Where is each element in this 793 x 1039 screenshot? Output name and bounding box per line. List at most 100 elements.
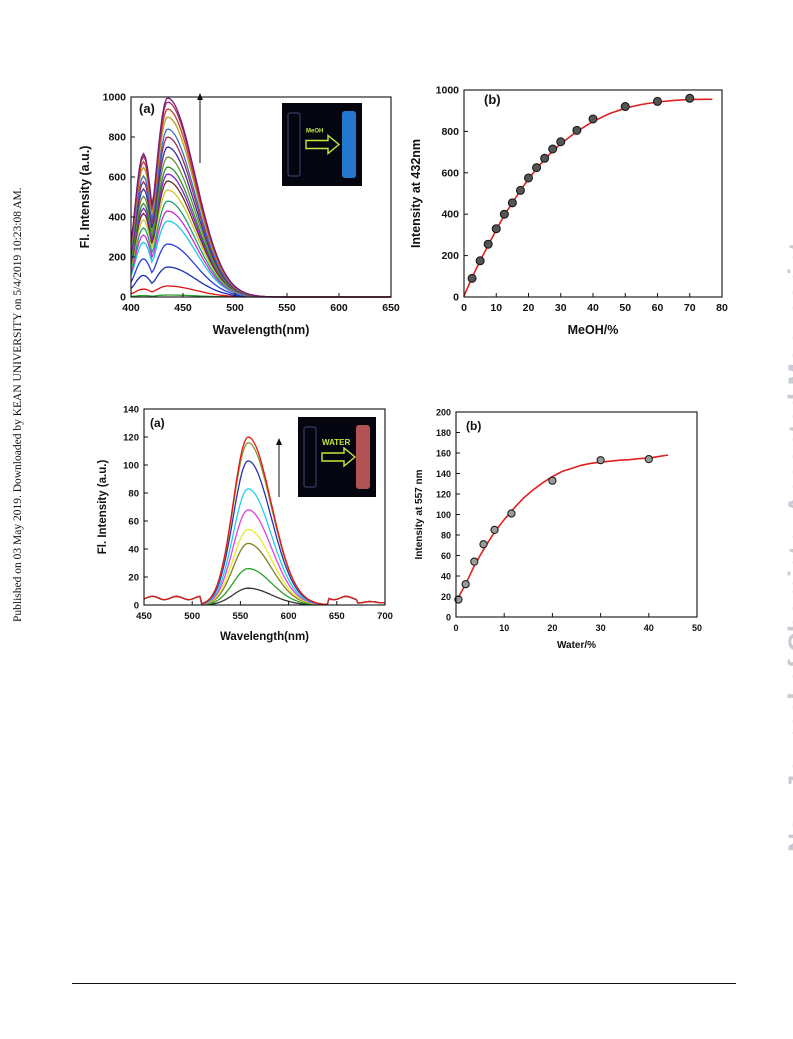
x-tick-label: 450: [174, 302, 192, 314]
data-point: [653, 96, 662, 106]
y-tick-label: 1000: [436, 85, 460, 97]
x-tick-label: 10: [490, 302, 502, 314]
data-point: [532, 163, 542, 173]
data-point: [507, 198, 517, 208]
data-point: [596, 456, 605, 465]
cuvette-glowing: [356, 425, 370, 489]
footer-divider: [72, 983, 736, 984]
cuvette-dark: [287, 112, 301, 177]
y-tick-label: 100: [436, 510, 451, 520]
spectrum-series: [130, 210, 391, 298]
y-axis-label: Intensity at 557 nm: [414, 469, 425, 559]
x-tick-label: 30: [555, 302, 567, 314]
x-tick-label: 80: [716, 302, 728, 314]
data-point: [499, 209, 509, 219]
x-tick-label: 650: [329, 611, 345, 622]
y-tick-label: 60: [128, 517, 139, 528]
spectrum-series: [143, 436, 386, 606]
data-point: [454, 595, 463, 604]
chart-panel-3: WATER 450 500 550 600 650 700 0 20 40 60 80 100 120 14…: [97, 405, 393, 644]
data-point: [548, 144, 558, 154]
inset-arrow: [321, 446, 357, 468]
inset-label: WATER: [322, 438, 351, 447]
data-point: [475, 256, 485, 266]
data-point: [491, 224, 501, 234]
data-point: [515, 185, 525, 195]
y-tick-label: 200: [108, 252, 126, 264]
fit-curve: [463, 98, 713, 297]
data-point: [461, 580, 470, 589]
data-point: [556, 137, 566, 147]
y-tick-label: 100: [123, 461, 139, 472]
spectrum-series: [130, 173, 391, 298]
x-axis-label: Wavelength(nm): [213, 323, 310, 337]
y-tick-label: 600: [441, 167, 459, 179]
x-tick-label: 40: [644, 623, 654, 633]
y-tick-label: 160: [436, 449, 451, 459]
data-point: [620, 102, 630, 112]
y-tick-label: 80: [128, 489, 139, 500]
data-point: [685, 93, 695, 103]
increase-arrowhead: [276, 438, 282, 445]
cuvette-dark: [303, 426, 317, 488]
spectrum-series: [130, 189, 391, 298]
x-tick-label: 10: [499, 623, 509, 633]
y-tick-label: 1000: [103, 92, 127, 104]
y-tick-label: 800: [441, 126, 459, 138]
y-tick-label: 800: [108, 132, 126, 144]
plot-frame: [130, 96, 392, 298]
data-point: [467, 273, 477, 283]
data-point: [572, 125, 582, 135]
cuvette-glowing: [342, 111, 356, 178]
x-tick-label: 50: [619, 302, 631, 314]
chart-panel-4: 0 10 20 30 40 50 0 20 40 60 80 100 120 140 160 180 200 Wa…: [414, 408, 702, 652]
x-tick-label: 700: [377, 611, 393, 622]
data-point: [548, 476, 557, 485]
data-point: [588, 114, 598, 124]
x-tick-label: 50: [692, 623, 702, 633]
y-axis-label: Fl. Intensity (a.u.): [97, 460, 109, 555]
spectrum-series: [130, 243, 391, 298]
x-tick-label: 20: [547, 623, 557, 633]
panel-label: (a): [150, 416, 165, 430]
chart-panel-2: 0 10 20 30 40 50 60 70 8002004006008001000MeOH/%…: [409, 85, 728, 338]
data-point: [540, 153, 550, 163]
x-tick-label: 600: [330, 302, 348, 314]
y-tick-label: 140: [436, 469, 451, 479]
spectrum-series: [143, 567, 386, 606]
x-axis-label: MeOH/%: [568, 323, 619, 337]
plot-frame: [455, 411, 698, 618]
y-tick-label: 120: [123, 433, 139, 444]
y-tick-label: 0: [446, 613, 451, 623]
data-point: [507, 509, 516, 518]
y-tick-label: 40: [128, 545, 139, 556]
x-tick-label: 400: [122, 302, 140, 314]
spectrum-series: [130, 180, 391, 298]
x-tick-label: 20: [523, 302, 535, 314]
y-axis-label: Fl. Intensity (a.u.): [78, 146, 92, 249]
x-tick-label: 650: [382, 302, 400, 314]
spectrum-series: [130, 200, 391, 298]
fit-curve: [455, 454, 669, 602]
y-tick-label: 400: [108, 212, 126, 224]
y-tick-label: 40: [441, 572, 451, 582]
y-tick-label: 120: [436, 490, 451, 500]
spectrum-series: [143, 542, 386, 606]
y-tick-label: 400: [441, 209, 459, 221]
y-tick-label: 180: [436, 428, 451, 438]
data-point: [644, 455, 653, 464]
y-tick-label: 20: [128, 573, 139, 584]
data-point: [470, 557, 479, 566]
data-point: [490, 525, 499, 534]
panel-label: (a): [139, 101, 155, 116]
spectrum-series: [143, 528, 386, 606]
x-axis-label: Water/%: [557, 640, 596, 651]
x-tick-label: 40: [587, 302, 599, 314]
x-tick-label: 500: [226, 302, 244, 314]
y-tick-label: 200: [441, 250, 459, 262]
data-point: [524, 173, 533, 183]
y-tick-label: 0: [134, 601, 139, 612]
plot-frame: [143, 408, 386, 606]
y-tick-label: 140: [123, 405, 139, 416]
